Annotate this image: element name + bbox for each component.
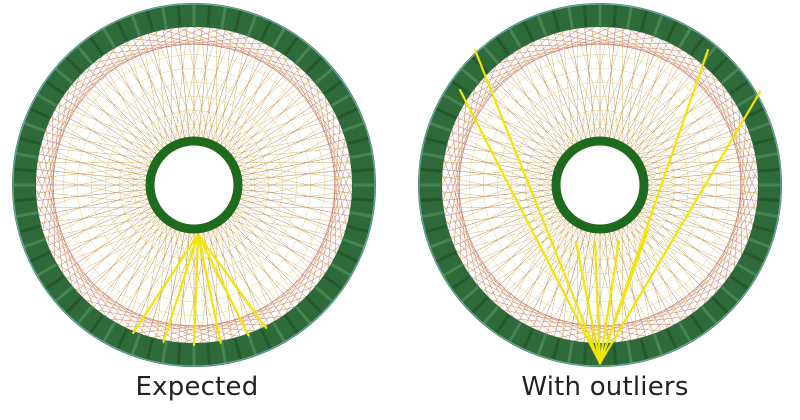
outer-ring-texture — [419, 4, 781, 366]
outer-ring-edge — [12, 3, 376, 367]
panel-expected — [12, 3, 376, 367]
inner-ring — [145, 136, 243, 234]
highlight-line — [162, 233, 200, 344]
caption-with-outliers: With outliers — [521, 372, 689, 402]
highlight-line — [196, 233, 268, 329]
highlight-line — [598, 90, 762, 365]
highlight-line — [458, 88, 602, 365]
inner-hole — [556, 141, 644, 229]
highlight-line — [593, 240, 602, 365]
highlight-line — [196, 233, 222, 344]
highlight-line — [192, 233, 200, 347]
panel-with-outliers — [418, 3, 782, 367]
inner-ring — [551, 136, 649, 234]
outer-ring-edge — [418, 3, 782, 367]
outer-ring-texture — [13, 4, 375, 366]
highlight-line — [598, 48, 710, 365]
highlight-line — [473, 48, 602, 365]
highlight-lines — [458, 48, 762, 365]
highlight-lines — [132, 233, 268, 347]
highlight-line — [196, 233, 250, 337]
mesh-lines — [35, 26, 353, 344]
caption-expected: Expected — [135, 372, 259, 402]
inner-hole — [150, 141, 238, 229]
highlight-line — [598, 239, 621, 365]
highlight-line — [132, 233, 200, 335]
highlight-line — [574, 240, 602, 365]
